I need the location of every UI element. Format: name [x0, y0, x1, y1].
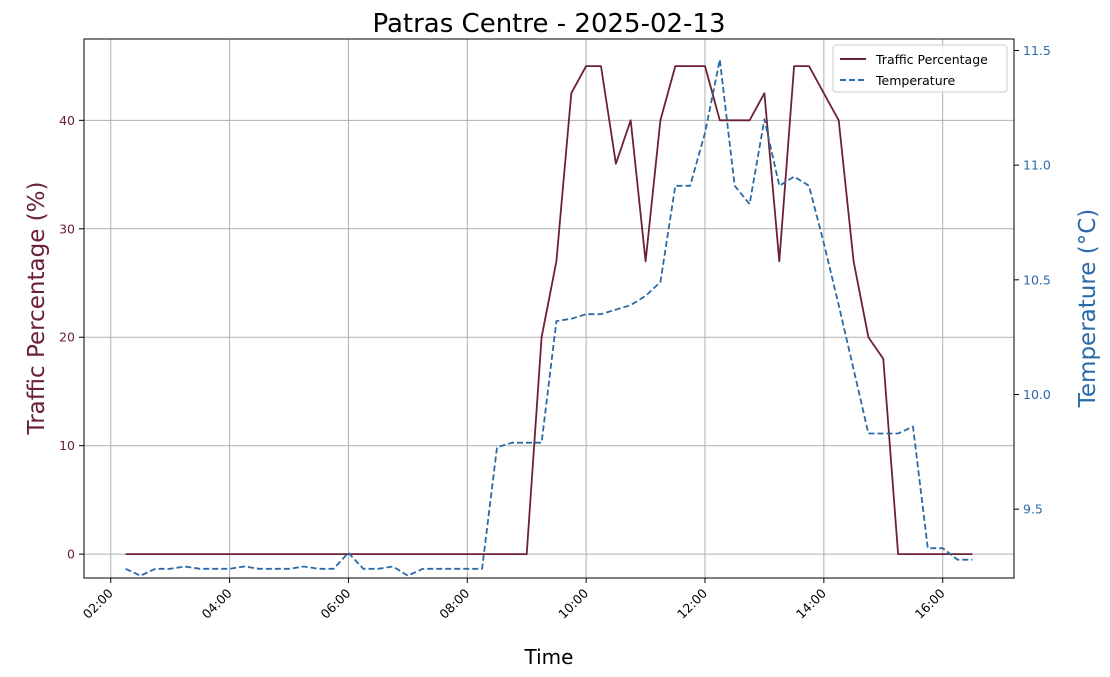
legend-box — [832, 44, 1008, 93]
y-right-tick-label: 10.5 — [1023, 272, 1051, 287]
left-axis: 0 10 20 30 40 — [59, 113, 84, 562]
y-left-tick-label: 40 — [59, 113, 75, 128]
legend: Traffic Percentage Temperature — [832, 44, 1008, 93]
y-axis-left-label: Traffic Percentage (%) — [24, 182, 50, 436]
chart-title: Patras Centre - 2025-02-13 — [372, 9, 725, 39]
x-axis-label: Time — [524, 645, 574, 669]
y-right-tick-label: 9.5 — [1023, 502, 1043, 517]
y-right-tick-label: 11.5 — [1023, 43, 1051, 58]
gridlines — [84, 39, 1014, 578]
x-tick-label: 06:00 — [317, 585, 353, 621]
traffic-percentage-line — [125, 65, 973, 555]
y-left-tick-label: 0 — [67, 547, 75, 562]
plot-series — [125, 58, 973, 577]
legend-label-traffic: Traffic Percentage — [875, 52, 988, 67]
y-left-tick-label: 30 — [59, 221, 75, 236]
x-tick-label: 14:00 — [793, 585, 829, 621]
x-tick-label: 04:00 — [199, 585, 235, 621]
plot-frame — [83, 38, 1015, 579]
x-tick-label: 02:00 — [80, 585, 116, 621]
right-axis: 9.5 10.0 10.5 11.0 11.5 — [1014, 43, 1051, 517]
x-tick-label: 12:00 — [674, 585, 710, 621]
y-left-tick-label: 20 — [59, 330, 75, 345]
legend-label-temperature: Temperature — [875, 73, 955, 88]
x-tick-label: 08:00 — [436, 585, 472, 621]
y-right-tick-label: 11.0 — [1023, 158, 1051, 173]
y-left-tick-label: 10 — [59, 438, 75, 453]
temperature-line — [125, 58, 973, 577]
y-axis-right-label: Temperature (°C) — [1075, 209, 1101, 409]
x-tick-label: 10:00 — [555, 585, 591, 621]
y-right-tick-label: 10.0 — [1023, 387, 1051, 402]
x-axis: 02:00 04:00 06:00 08:00 10:00 12:00 14:00 16:00 — [80, 578, 948, 622]
x-tick-label: 16:00 — [912, 585, 948, 621]
